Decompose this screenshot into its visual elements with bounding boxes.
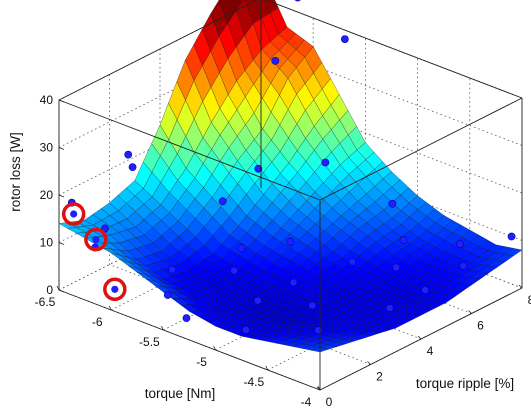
data-point: [218, 197, 227, 206]
z-axis-label: rotor loss [W]: [8, 132, 23, 212]
y-tick-label: 8: [528, 293, 531, 307]
data-point: [321, 158, 330, 167]
z-tick-label: 10: [40, 236, 54, 250]
data-point: [348, 257, 357, 266]
x-tick-label: -6: [92, 315, 103, 329]
data-point: [294, 0, 301, 2]
y-tick: [518, 284, 523, 289]
data-point: [421, 286, 430, 294]
data-point: [456, 240, 464, 249]
data-point: [308, 301, 317, 310]
grid-line-y: [109, 74, 371, 365]
data-point: [289, 278, 298, 287]
highlight-ring: [61, 202, 86, 226]
box-edge: [58, 99, 321, 201]
z-tick-label: 0: [46, 283, 53, 297]
x-tick: [265, 365, 269, 371]
y-tick: [417, 335, 422, 340]
highlight-ring: [84, 227, 108, 252]
x-tick-label: -6.5: [35, 295, 56, 309]
data-point: [271, 56, 280, 65]
highlighted-point: [70, 210, 78, 218]
data-point: [163, 291, 172, 299]
data-point: [388, 199, 397, 208]
y-tick-label: 6: [477, 319, 484, 333]
data-point: [241, 326, 250, 334]
z-tick: [58, 99, 65, 103]
x-tick-label: -4: [301, 395, 312, 409]
data-point: [254, 164, 263, 173]
data-point: [101, 224, 109, 233]
z-tick-label: 20: [40, 188, 54, 202]
z-tick: [58, 147, 65, 150]
y-tick: [468, 310, 472, 314]
data-point: [253, 296, 262, 305]
data-point: [392, 263, 401, 272]
points-layer: [61, 0, 516, 335]
box-edge: [264, 0, 523, 99]
x-tick: [108, 305, 112, 311]
x-tick: [213, 345, 216, 351]
data-point: [168, 265, 177, 274]
y-tick-label: 2: [376, 370, 383, 384]
x-axis-label: torque [Nm]: [145, 386, 216, 401]
data-point: [124, 150, 133, 159]
data-point: [314, 326, 323, 335]
y-tick-label: 0: [326, 395, 333, 409]
z-tick-label: 30: [40, 141, 54, 155]
y-tick-label: 4: [427, 344, 434, 358]
x-tick-label: -4.5: [243, 375, 264, 389]
tick-layer: 0 10 20 30 40 -6.5 -6 -5.5 -5 -4.5 -4 0 2 4 6 8: [35, 93, 531, 409]
highlighted-point: [111, 285, 119, 293]
data-point: [182, 314, 191, 323]
data-point: [399, 236, 408, 245]
y-tick: [316, 386, 321, 391]
highlighted-point: [92, 235, 100, 244]
data-point: [230, 266, 238, 275]
box-edge: [58, 0, 259, 101]
box-edge: [58, 289, 321, 391]
data-point: [385, 304, 394, 312]
data-point: [237, 244, 246, 253]
x-tick: [161, 325, 164, 331]
data-point: [507, 232, 516, 241]
x-tick: [56, 285, 60, 291]
z-tick: [58, 289, 65, 293]
x-tick-label: -5: [196, 355, 207, 369]
z-tick: [58, 194, 65, 198]
y-axis-label: torque ripple [%]: [416, 376, 514, 391]
data-point: [286, 237, 295, 246]
highlight-ring: [103, 277, 127, 302]
box-edge: [319, 97, 523, 201]
data-point: [128, 163, 137, 172]
surface-layer: [58, 0, 523, 353]
z-tick: [58, 242, 65, 245]
data-point: [340, 35, 349, 43]
x-tick-label: -5.5: [139, 335, 160, 349]
data-point: [459, 261, 468, 270]
y-tick: [367, 361, 371, 365]
z-tick-label: 40: [40, 93, 54, 107]
